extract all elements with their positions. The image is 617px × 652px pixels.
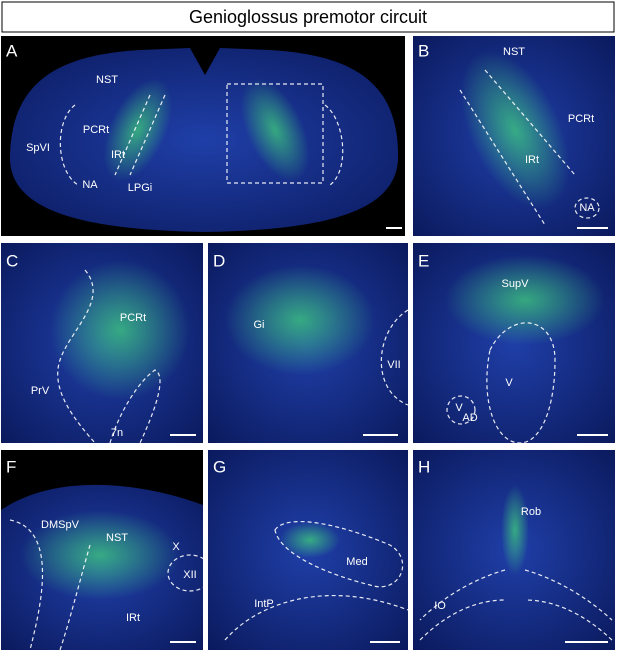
region-label: X	[172, 541, 180, 553]
image-layer	[280, 522, 340, 558]
region-outline	[59, 544, 91, 651]
region-label: V	[455, 402, 463, 414]
region-outline	[114, 94, 166, 176]
region-outline	[459, 69, 576, 226]
panel-letter: H	[418, 457, 430, 476]
panel-letter: C	[6, 251, 18, 270]
region-outline	[274, 521, 403, 588]
panel-g: G Med IntP	[208, 450, 409, 650]
region-outline	[574, 197, 600, 219]
region-outline	[380, 309, 409, 406]
region-label: PCRt	[120, 312, 146, 324]
region-outline	[446, 395, 476, 425]
panel-a: A NST PCRt SpVI IRt NA LPGi	[1, 36, 405, 236]
image-layer	[50, 260, 190, 400]
region-label: Med	[346, 556, 367, 568]
figure-title: Genioglossus premotor circuit	[189, 7, 427, 27]
panel-c: C PCRt PrV 7n	[1, 243, 203, 444]
image-layer	[501, 485, 529, 575]
region-outline	[57, 269, 96, 444]
image-layer	[460, 50, 570, 210]
region-label: NA	[579, 202, 595, 214]
region-label: V	[505, 377, 513, 389]
panel-b: B NST PCRt IRt NA	[413, 36, 615, 236]
region-outline	[419, 569, 613, 621]
region-label: NST	[503, 46, 525, 58]
region-label: Gi	[254, 319, 265, 331]
image-layer	[240, 78, 310, 182]
image-layer	[103, 78, 173, 182]
region-outline	[224, 594, 409, 641]
panel-f: F DMSpV NST X XII IRt	[1, 450, 213, 651]
panel-letter: D	[213, 251, 225, 270]
region-label: IRt	[126, 612, 140, 624]
image-layer	[20, 510, 180, 600]
region-label: DMSpV	[41, 519, 80, 531]
region-label: SpVI	[26, 142, 50, 154]
panel-letter: G	[213, 457, 226, 476]
region-label: VII	[387, 359, 400, 371]
region-outline	[486, 322, 556, 444]
panel-letter: A	[6, 41, 18, 60]
region-outline	[59, 104, 79, 186]
region-label: NST	[96, 74, 118, 86]
region-label: IntP	[254, 598, 274, 610]
region-label: NA	[82, 179, 98, 191]
region-outline	[9, 519, 44, 651]
panel-letter: F	[6, 457, 16, 476]
region-label: XII	[183, 569, 196, 581]
region-outline	[324, 104, 344, 186]
panel-h: H Rob IO	[413, 450, 615, 650]
region-outline	[109, 369, 161, 444]
region-label: LPGi	[128, 182, 152, 194]
panel-e: E SupV V V AD	[413, 243, 615, 444]
region-label: Rob	[521, 506, 541, 518]
title-box	[1, 1, 615, 33]
region-label: NST	[106, 532, 128, 544]
panel-letter: E	[418, 251, 429, 270]
image-layer	[10, 48, 399, 232]
region-label: PCRt	[83, 124, 109, 136]
region-label: IRt	[111, 149, 125, 161]
region-label: AD	[462, 412, 477, 424]
region-label: IO	[434, 600, 446, 612]
region-label: PrV	[31, 385, 50, 397]
panel-d: D Gi VII	[208, 243, 409, 443]
image-layer	[445, 255, 605, 345]
panel-letter: B	[418, 41, 429, 60]
region-label: PCRt	[568, 113, 594, 125]
image-layer	[225, 265, 375, 375]
region-label: IRt	[525, 154, 539, 166]
region-label: 7n	[111, 427, 123, 439]
region-label: SupV	[502, 278, 530, 290]
